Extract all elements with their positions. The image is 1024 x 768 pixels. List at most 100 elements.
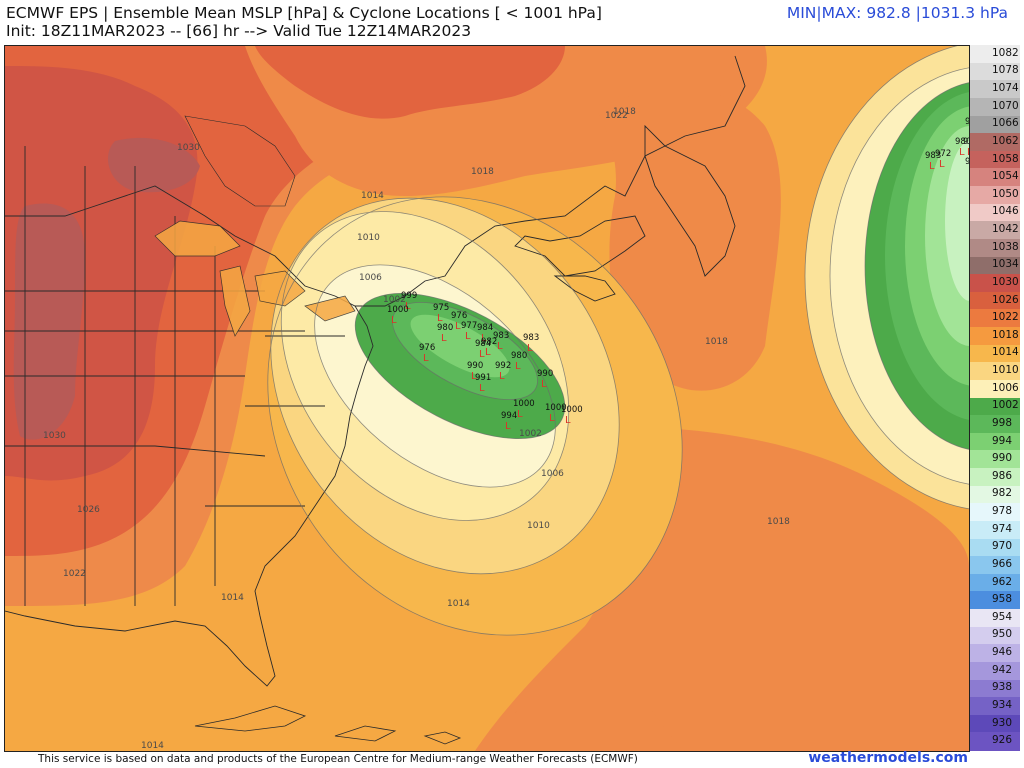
isobar-contours (267, 46, 969, 636)
colorbar-segment (970, 626, 1020, 645)
great-lakes (154, 220, 356, 337)
colorbar-segment (970, 732, 1020, 751)
isobar-label: 1014 (221, 593, 244, 603)
colorbar-segment (970, 609, 1020, 628)
cyclone-pressure-value: 990 (537, 369, 553, 379)
colorbar-segment (970, 274, 1020, 293)
colorbar-label: 966 (992, 557, 1013, 570)
colorbar-label: 990 (992, 452, 1013, 465)
colorbar-segment (970, 221, 1020, 240)
colorbar-label: 1070 (992, 99, 1019, 112)
isobar-label: 1014 (447, 599, 470, 609)
colorbar-segment (970, 661, 1020, 680)
cyclone-pressure-value: 994 (501, 411, 517, 421)
colorbar-label: 1062 (992, 134, 1019, 147)
cyclone-pressure-value: 999 (401, 291, 417, 301)
low-center-marker: L (939, 159, 945, 170)
colorbar-label: 958 (992, 593, 1013, 606)
colorbar-label: 974 (992, 522, 1013, 535)
isobar-label: 1022 (63, 569, 86, 579)
colorbar-label: 1058 (992, 152, 1019, 165)
colorbar-label: 1038 (992, 240, 1019, 253)
colorbar-segment (970, 679, 1020, 698)
coastlines-and-borders (5, 55, 746, 687)
colorbar-label: 954 (992, 610, 1013, 623)
ridge-caribbean (475, 676, 685, 751)
low-center-marker: L (437, 313, 443, 324)
colorbar-label: 1022 (992, 311, 1019, 324)
low-center-marker: L (405, 301, 411, 312)
low-center-marker: L (485, 347, 491, 358)
cyclone-pressure-value: 1000 (513, 399, 535, 409)
colorbar-segment (970, 97, 1020, 116)
colorbar-label: 1026 (992, 293, 1019, 306)
colorbar-segment (970, 256, 1020, 275)
cyclone-pressure-value: 975 (433, 303, 449, 313)
isobar-label: 1018 (471, 167, 494, 177)
colorbar-segment (970, 186, 1020, 205)
isobar-label: 1002 (519, 429, 542, 439)
ecmwf-attribution: This service is based on data and produc… (38, 753, 638, 765)
cyclone-pressure-value: 980 (955, 137, 969, 147)
cyclone-pressure-value: 984 (475, 339, 491, 349)
low-center-marker: L (391, 315, 397, 326)
colorbar-segment (970, 115, 1020, 134)
colorbar-label: 1018 (992, 328, 1019, 341)
cyclone-pressure-value: 971 (963, 137, 969, 147)
colorbar-label: 998 (992, 416, 1013, 429)
colorbar-label: 982 (992, 487, 1013, 500)
cyclone-pressure-value: 982 (481, 337, 497, 347)
colorbar-segment (970, 168, 1020, 187)
colorbar-segment (970, 45, 1020, 64)
colorbar-label: 926 (992, 734, 1013, 747)
low-center-marker: L (967, 147, 969, 158)
cyclone-pressure-value: 976 (965, 157, 969, 167)
low-center-marker: L (479, 349, 485, 360)
cyclone-pressure-value: 992 (495, 361, 511, 371)
cyclone-pressure-value: 971 (965, 117, 969, 127)
cyclone-pressure-value: 1000 (561, 405, 583, 415)
cyclone-pressure-value: 980 (511, 351, 527, 361)
isobar-label: 1026 (77, 505, 100, 515)
map-title: ECMWF EPS | Ensemble Mean MSLP [hPa] & C… (6, 4, 602, 22)
colorbar-label: 930 (992, 716, 1013, 729)
isobar-label: 1018 (767, 517, 790, 527)
low-center-marker: L (929, 161, 935, 172)
low-center-marker: L (423, 353, 429, 364)
cyclone-pressure-value: 972 (935, 149, 951, 159)
colorbar-segment (970, 468, 1020, 487)
colorbar-label: 994 (992, 434, 1013, 447)
isobar-label: 1018 (705, 337, 728, 347)
colorbar-label: 1066 (992, 117, 1019, 130)
low-center-marker: L (481, 333, 487, 344)
low-center-marker: L (517, 409, 523, 420)
cyclone-pressure-value: 980 (437, 323, 453, 333)
colorbar-label: 1010 (992, 364, 1019, 377)
colorbar-segment (970, 415, 1020, 434)
colorbar-label: 970 (992, 540, 1013, 553)
colorbar-label: 1046 (992, 205, 1019, 218)
cyclone-pressure-value: 984 (477, 323, 493, 333)
colorbar-segment (970, 203, 1020, 222)
low-center-marker: L (497, 341, 503, 352)
colorbar-segment (970, 538, 1020, 557)
colorbar-label: 962 (992, 575, 1013, 588)
isobar-label: 1006 (359, 273, 382, 283)
weathermodels-brand-link[interactable]: weathermodels.com (808, 750, 968, 766)
low-center-marker: L (455, 321, 461, 332)
pressure-map: 1030 1030 1026 1022 1022 1018 1018 1018 1014 1014… (4, 45, 970, 752)
pressure-colorbar: 1082 1078 1074 1070 1066 1062 1058 1054 1050 1046… (970, 45, 1020, 751)
low-center-marker: L (515, 361, 521, 372)
low-center-marker: L (441, 333, 447, 344)
isobar-label: 1018 (613, 107, 636, 117)
map-subtitle-valid-time: Init: 18Z11MAR2023 -- [66] hr --> Valid … (6, 22, 472, 40)
colorbar-segment (970, 327, 1020, 346)
isobar-label: 1010 (357, 233, 380, 243)
colorbar-segment (970, 450, 1020, 469)
isobar-label: 1014 (361, 191, 384, 201)
colorbar-segment (970, 503, 1020, 522)
isobar-label: 1010 (527, 521, 550, 531)
colorbar-label: 1034 (992, 258, 1019, 271)
colorbar-segment (970, 432, 1020, 451)
colorbar-label: 1082 (992, 46, 1019, 59)
